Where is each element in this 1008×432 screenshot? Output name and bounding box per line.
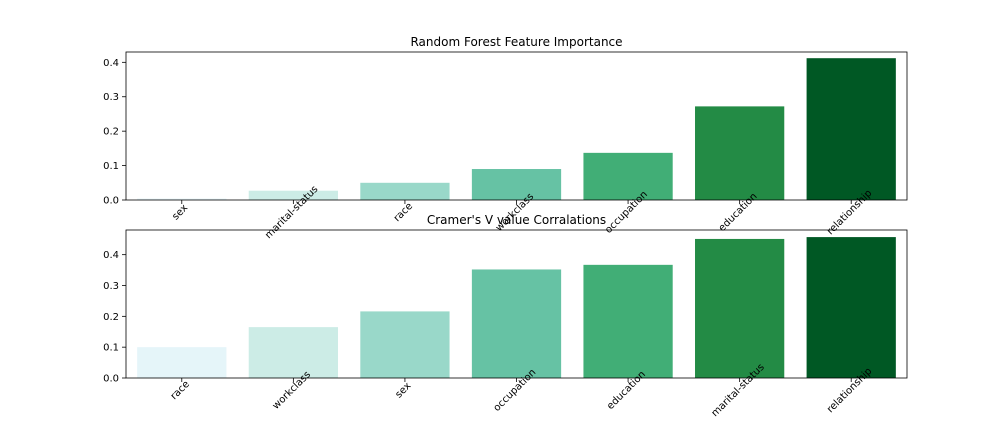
cv-ytick-label: 0.3 [103, 281, 119, 292]
cv-bar-marital-status [695, 238, 785, 378]
cv-bar-sex [360, 311, 450, 378]
fi-bar-relationship [806, 58, 896, 201]
feature-importance-y-axis: 0.0 0.1 0.2 0.3 0.4 [103, 58, 126, 207]
cv-bar-relationship [806, 237, 896, 378]
cramers-v-y-axis: 0.0 0.1 0.2 0.3 0.4 [103, 250, 126, 385]
fi-bar-sex [137, 198, 227, 200]
fi-bar-race [360, 182, 450, 200]
feature-importance-title: Random Forest Feature Importance [410, 35, 622, 49]
feature-importance-panel: 0.00.10.20.30.4 sex marital-status race wor… [103, 35, 908, 241]
fi-bar-workclass [471, 169, 562, 200]
fi-xtick-label-race: race [392, 201, 415, 224]
cv-ytick-label: 0.4 [103, 250, 119, 261]
fi-ytick-label: 0.0 [103, 196, 119, 207]
fi-bar-occupation [583, 152, 673, 200]
cv-bar-occupation [471, 269, 562, 378]
fi-xtick-label-sex: sex [170, 203, 190, 223]
fi-ytick-label: 0.1 [103, 161, 119, 172]
cv-xtick-label-sex: sex [394, 381, 414, 401]
fi-bar-education [695, 106, 785, 200]
fi-ytick-label: 0.2 [103, 127, 119, 138]
feature-importance-bars [137, 58, 896, 201]
cv-ytick-label: 0.0 [103, 374, 119, 385]
fi-ytick-label: 0.3 [103, 92, 119, 103]
cramers-v-bars [137, 237, 896, 378]
cramers-v-panel: 0.00.10.20.30.4 race workclass sex occupati… [103, 213, 908, 419]
cv-bar-education [583, 264, 673, 378]
cv-ytick-label: 0.1 [103, 343, 119, 354]
cv-bar-race [137, 347, 227, 378]
fi-ytick-label: 0.4 [103, 58, 119, 69]
cv-bar-workclass [248, 327, 338, 378]
cv-ytick-label: 0.2 [103, 312, 119, 323]
cv-xtick-label-race: race [169, 379, 192, 402]
fi-bar-marital-status [248, 190, 338, 200]
cramers-v-title: Cramer's V value Corralations [427, 213, 606, 227]
